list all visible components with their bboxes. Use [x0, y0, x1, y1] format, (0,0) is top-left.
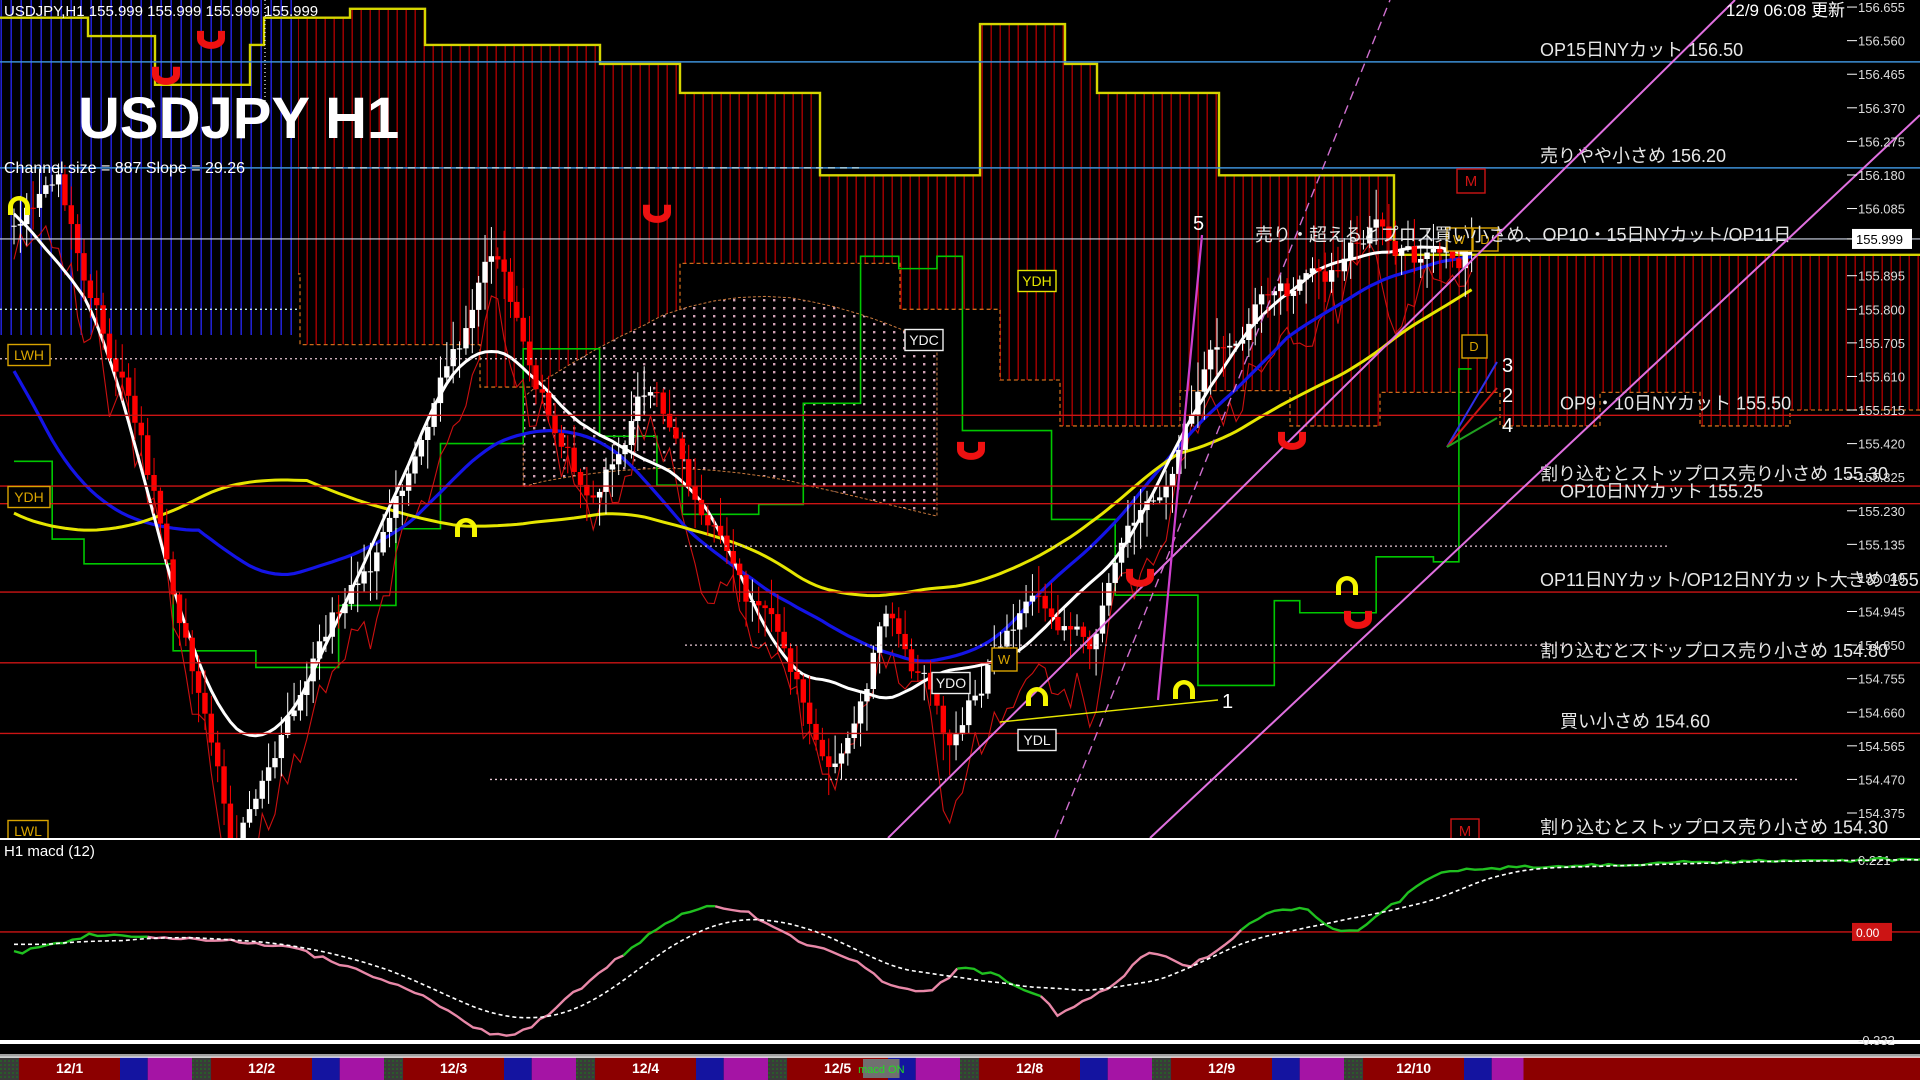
svg-text:156.085: 156.085 — [1858, 202, 1905, 217]
svg-text:macd ON: macd ON — [858, 1064, 905, 1076]
svg-text:OP9・10日NYカット 155.50: OP9・10日NYカット 155.50 — [1560, 393, 1791, 413]
svg-text:154.660: 154.660 — [1858, 705, 1905, 720]
svg-text:LWH: LWH — [14, 347, 44, 363]
svg-text:4: 4 — [1502, 415, 1513, 437]
svg-text:155.999: 155.999 — [1856, 232, 1903, 247]
svg-text:12/4: 12/4 — [632, 1060, 659, 1076]
svg-text:154.755: 154.755 — [1858, 672, 1905, 687]
svg-text:売り・超えるとプロス買い小さめ、OP10・15日NYカット/: 売り・超えるとプロス買い小さめ、OP10・15日NYカット/OP11日 — [1255, 225, 1791, 245]
svg-text:155.325: 155.325 — [1858, 470, 1905, 485]
svg-text:割り込むとストップロス売り小さめ 154.80: 割り込むとストップロス売り小さめ 154.80 — [1540, 641, 1888, 661]
svg-text:3: 3 — [1502, 355, 1513, 377]
svg-text:156.655: 156.655 — [1858, 0, 1905, 15]
svg-text:156.370: 156.370 — [1858, 101, 1905, 116]
svg-text:YDH: YDH — [14, 489, 44, 505]
svg-text:W: W — [998, 652, 1011, 667]
svg-text:YDC: YDC — [909, 332, 939, 348]
svg-text:155.040: 155.040 — [1858, 571, 1905, 586]
svg-text:155.800: 155.800 — [1858, 302, 1905, 317]
svg-text:USDJPY,H1 155.999 155.999 155: USDJPY,H1 155.999 155.999 155.999 155.99… — [4, 3, 318, 20]
svg-text:12/1: 12/1 — [56, 1060, 83, 1076]
svg-text:12/5: 12/5 — [824, 1060, 851, 1076]
svg-text:H1 macd (12): H1 macd (12) — [4, 843, 95, 860]
svg-text:OP15日NYカット 156.50: OP15日NYカット 156.50 — [1540, 40, 1743, 60]
svg-text:12/3: 12/3 — [440, 1060, 467, 1076]
svg-text:5: 5 — [1193, 213, 1204, 235]
svg-text:買い小さめ 154.60: 買い小さめ 154.60 — [1560, 711, 1710, 731]
svg-text:M: M — [1465, 173, 1478, 190]
svg-text:155.895: 155.895 — [1858, 269, 1905, 284]
svg-text:156.465: 156.465 — [1858, 67, 1905, 82]
svg-text:155.420: 155.420 — [1858, 437, 1905, 452]
svg-text:USDJPY H1: USDJPY H1 — [78, 86, 399, 151]
svg-text:155.230: 155.230 — [1858, 504, 1905, 519]
svg-text:155.135: 155.135 — [1858, 537, 1905, 552]
svg-text:154.565: 154.565 — [1858, 739, 1905, 754]
svg-text:M: M — [1459, 823, 1472, 840]
svg-text:YDH: YDH — [1022, 273, 1052, 289]
svg-text:154.470: 154.470 — [1858, 772, 1905, 787]
svg-text:YDL: YDL — [1023, 732, 1050, 748]
svg-text:2: 2 — [1502, 385, 1513, 407]
svg-text:0.00: 0.00 — [1856, 926, 1880, 940]
svg-text:LWL: LWL — [14, 823, 42, 839]
svg-text:154.850: 154.850 — [1858, 638, 1905, 653]
svg-text:154.375: 154.375 — [1858, 806, 1905, 821]
svg-text:OP10日NYカット 155.25: OP10日NYカット 155.25 — [1560, 482, 1763, 502]
svg-text:155.705: 155.705 — [1858, 336, 1905, 351]
svg-text:YDO: YDO — [936, 675, 966, 691]
svg-text:155.610: 155.610 — [1858, 369, 1905, 384]
svg-text:154.945: 154.945 — [1858, 605, 1905, 620]
svg-text:12/9 06:08 更新: 12/9 06:08 更新 — [1726, 1, 1845, 20]
svg-text:156.560: 156.560 — [1858, 34, 1905, 49]
svg-text:156.275: 156.275 — [1858, 134, 1905, 149]
svg-text:Channel size = 887 Slope = 29.: Channel size = 887 Slope = 29.26 — [4, 160, 245, 177]
svg-text:155.515: 155.515 — [1858, 403, 1905, 418]
svg-text:売りやや小さめ 156.20: 売りやや小さめ 156.20 — [1540, 146, 1726, 166]
svg-text:-0.332: -0.332 — [1858, 1033, 1895, 1048]
svg-text:D: D — [1469, 339, 1478, 354]
svg-text:12/2: 12/2 — [248, 1060, 275, 1076]
svg-text:1: 1 — [1222, 691, 1233, 713]
svg-text:12/9: 12/9 — [1208, 1060, 1235, 1076]
svg-text:割り込むとストップロス売り小さめ 154.30: 割り込むとストップロス売り小さめ 154.30 — [1540, 818, 1888, 838]
svg-text:12/10: 12/10 — [1396, 1060, 1431, 1076]
svg-text:156.180: 156.180 — [1858, 168, 1905, 183]
svg-text:12/8: 12/8 — [1016, 1060, 1043, 1076]
